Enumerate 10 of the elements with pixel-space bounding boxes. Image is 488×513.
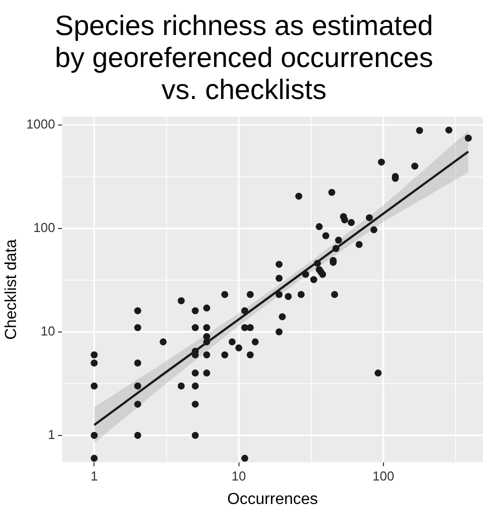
x-axis-title: Occurrences xyxy=(227,490,318,508)
y-tick-label: 1 xyxy=(48,426,56,442)
y-tick-label: 10 xyxy=(40,323,56,338)
x-tick-label: 10 xyxy=(232,468,246,484)
y-axis-title: Checklist data xyxy=(3,239,20,340)
y-tick-label: 1000 xyxy=(26,116,56,132)
x-tick-label: 100 xyxy=(372,468,394,484)
x-tick-label: 1 xyxy=(90,468,98,484)
y-tick-label: 100 xyxy=(33,220,56,236)
chart-title: Species richness as estimated by georeferenced occurrences vs. checklists xyxy=(54,9,434,106)
